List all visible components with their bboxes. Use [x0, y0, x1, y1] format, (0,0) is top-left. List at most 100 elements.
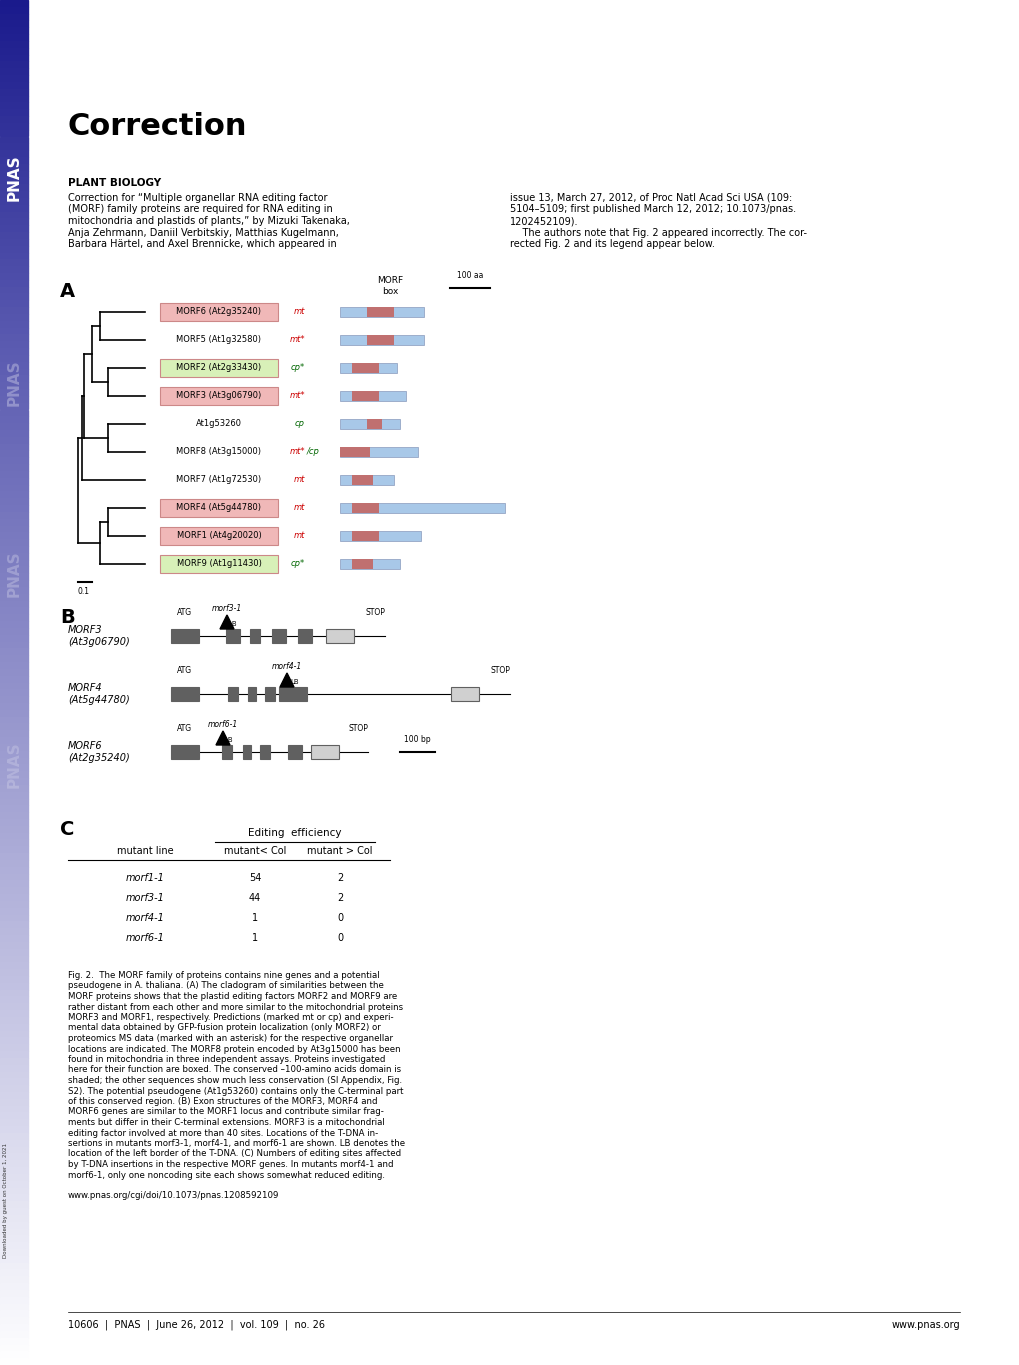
Bar	[0, 314, 28, 321]
Bar	[0, 205, 28, 212]
Bar	[0, 573, 28, 580]
Text: PNAS: PNAS	[6, 154, 21, 201]
Bar	[0, 20, 28, 27]
Bar	[0, 491, 28, 498]
Bar	[243, 745, 251, 759]
Bar	[260, 745, 270, 759]
Bar	[287, 745, 302, 759]
Bar	[0, 785, 28, 792]
Bar	[0, 662, 28, 669]
Bar	[367, 307, 393, 317]
Bar	[0, 1072, 28, 1078]
Bar	[0, 430, 28, 437]
Text: C: C	[60, 820, 74, 839]
Bar	[0, 942, 28, 949]
Bar	[0, 253, 28, 259]
Bar	[0, 1037, 28, 1044]
Text: box: box	[381, 287, 397, 296]
Bar	[450, 687, 479, 702]
Bar	[0, 819, 28, 826]
Bar	[0, 1174, 28, 1181]
Bar	[0, 853, 28, 860]
Text: morf6-1, only one noncoding site each shows somewhat reduced editing.: morf6-1, only one noncoding site each sh…	[68, 1171, 384, 1179]
Text: mt: mt	[293, 504, 305, 512]
Bar	[0, 1188, 28, 1194]
Bar	[0, 539, 28, 546]
Bar	[0, 990, 28, 996]
Text: S2). The potential pseudogene (At1g53260) contains only the C-terminal part: S2). The potential pseudogene (At1g53260…	[68, 1087, 404, 1096]
Bar	[0, 287, 28, 293]
Polygon shape	[216, 732, 229, 745]
Bar	[0, 594, 28, 601]
Bar	[0, 512, 28, 519]
Bar	[0, 601, 28, 607]
Text: 0: 0	[336, 934, 342, 943]
Bar	[352, 502, 379, 513]
Bar	[0, 464, 28, 471]
Text: by T-DNA insertions in the respective MORF genes. In mutants morf4-1 and: by T-DNA insertions in the respective MO…	[68, 1160, 393, 1168]
Bar	[367, 419, 382, 429]
Bar	[0, 792, 28, 799]
Bar	[0, 560, 28, 566]
Bar	[0, 41, 28, 48]
Bar	[339, 334, 424, 345]
Bar	[0, 635, 28, 642]
Text: www.pnas.org: www.pnas.org	[891, 1320, 959, 1330]
Text: MORF4 (At5g44780): MORF4 (At5g44780)	[176, 504, 261, 512]
Bar	[0, 921, 28, 928]
Bar	[0, 737, 28, 744]
Bar	[0, 846, 28, 853]
Bar	[0, 1249, 28, 1256]
Text: MORF: MORF	[377, 276, 403, 285]
Bar	[160, 359, 278, 377]
Text: 0: 0	[336, 913, 342, 923]
Text: 2: 2	[336, 893, 342, 904]
Text: mutant< Col: mutant< Col	[223, 846, 286, 856]
Bar	[0, 171, 28, 177]
Bar	[0, 751, 28, 758]
Bar	[0, 389, 28, 396]
Bar	[0, 177, 28, 184]
Bar	[171, 687, 199, 702]
Text: STOP: STOP	[489, 666, 510, 676]
Bar	[0, 614, 28, 621]
Bar	[0, 457, 28, 464]
Bar	[0, 1181, 28, 1188]
Bar	[0, 266, 28, 273]
Bar	[0, 471, 28, 478]
Bar	[0, 1126, 28, 1133]
Text: morf6-1: morf6-1	[125, 934, 164, 943]
Bar	[0, 962, 28, 969]
Bar	[0, 1119, 28, 1126]
Bar	[0, 7, 28, 14]
Bar	[0, 136, 28, 143]
Bar	[0, 27, 28, 34]
Bar	[0, 880, 28, 887]
Bar	[0, 68, 28, 75]
Bar	[0, 607, 28, 614]
Bar	[0, 48, 28, 55]
Text: morf1-1: morf1-1	[125, 874, 164, 883]
Bar	[0, 1331, 28, 1338]
Bar	[352, 531, 379, 541]
Bar	[0, 1228, 28, 1235]
Bar	[367, 334, 393, 345]
Bar	[0, 273, 28, 280]
Bar	[0, 1215, 28, 1222]
Bar	[0, 826, 28, 833]
Bar	[0, 833, 28, 839]
Text: B: B	[60, 607, 74, 627]
Text: pseudogene in A. thaliana. (A) The cladogram of similarities between the: pseudogene in A. thaliana. (A) The clado…	[68, 981, 383, 991]
Bar	[0, 723, 28, 730]
Bar	[160, 388, 278, 405]
Bar	[0, 901, 28, 908]
Bar	[0, 293, 28, 300]
Bar	[0, 778, 28, 785]
Text: locations are indicated. The MORF8 protein encoded by At3g15000 has been: locations are indicated. The MORF8 prote…	[68, 1044, 400, 1054]
Bar	[0, 1133, 28, 1140]
Bar	[0, 232, 28, 239]
Bar	[0, 34, 28, 41]
Text: LB: LB	[290, 678, 299, 685]
Text: mt*: mt*	[289, 392, 305, 400]
Text: STOP: STOP	[347, 723, 368, 733]
